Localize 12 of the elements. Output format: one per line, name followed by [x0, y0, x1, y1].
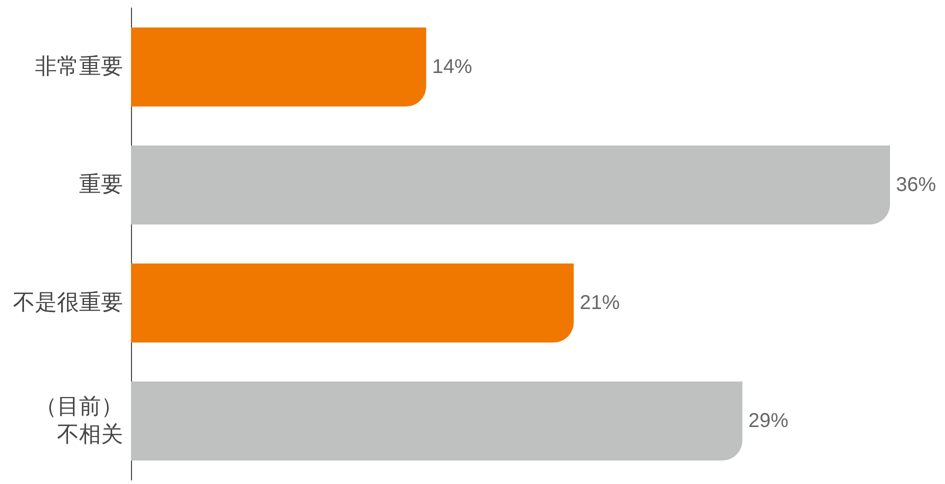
bar	[131, 27, 426, 107]
data-label: 21%	[580, 292, 620, 314]
data-label: 29%	[748, 410, 789, 432]
y-tick-label: （目前）不相关	[35, 394, 123, 448]
data-label: 36%	[896, 174, 936, 196]
bar	[131, 145, 890, 225]
y-tick-label: 不是很重要	[13, 290, 123, 316]
bar	[131, 381, 742, 461]
data-label: 14%	[432, 56, 472, 78]
bar	[131, 263, 574, 343]
y-tick-label: 重要	[79, 172, 123, 198]
y-tick-label: 非常重要	[35, 54, 123, 80]
